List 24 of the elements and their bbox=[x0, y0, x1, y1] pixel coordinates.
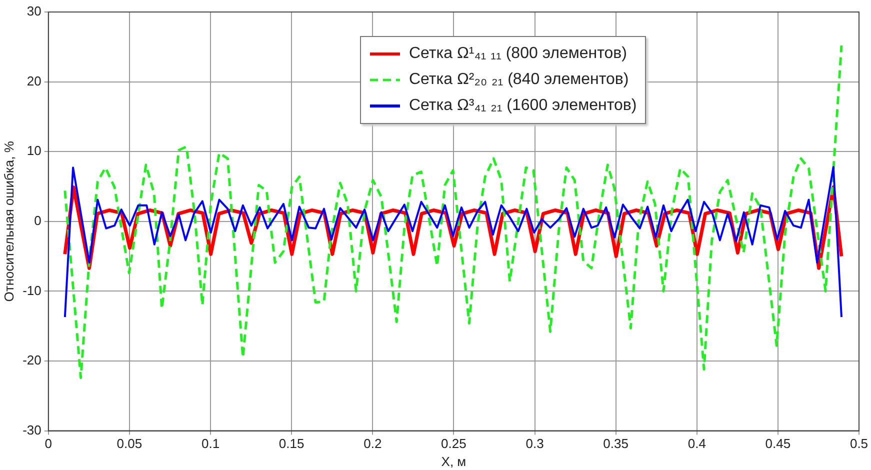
x-tick-label: 0.2 bbox=[364, 436, 382, 452]
y-tick-label: -30 bbox=[22, 422, 42, 438]
y-tick-label: 0 bbox=[34, 212, 42, 228]
y-tick-label: 20 bbox=[26, 73, 42, 88]
y-tick-label: -20 bbox=[22, 352, 42, 368]
x-tick-label: 0.35 bbox=[603, 436, 628, 452]
y-tick-label: 30 bbox=[26, 4, 42, 19]
y-tick-label: -10 bbox=[22, 282, 42, 298]
x-tick-label: 0.05 bbox=[116, 436, 142, 452]
x-axis-title: X, м bbox=[441, 454, 466, 469]
x-tick-label: 0.15 bbox=[278, 436, 304, 452]
y-tick-label: 10 bbox=[26, 143, 42, 158]
x-tick-label: 0.4 bbox=[688, 436, 706, 452]
y-axis-title: Относительная ошибка, % bbox=[1, 140, 16, 302]
legend-label: Сетка Ω¹₄₁ ₁₁ (800 элементов) bbox=[409, 45, 627, 63]
legend-label: Сетка Ω³₄₁ ₂₁ (1600 элементов) bbox=[409, 97, 637, 115]
line-series bbox=[64, 44, 843, 379]
x-tick-label: 0.45 bbox=[765, 436, 791, 452]
x-tick-label: 0.5 bbox=[850, 436, 868, 452]
x-tick-label: 0.3 bbox=[526, 436, 544, 452]
legend-label: Сетка Ω²₂₀ ₂₁ (840 элементов) bbox=[409, 71, 629, 89]
x-tick-label: 0.25 bbox=[441, 436, 466, 452]
x-tick-label: 0.1 bbox=[201, 436, 220, 452]
x-tick-label: 0 bbox=[44, 436, 52, 452]
